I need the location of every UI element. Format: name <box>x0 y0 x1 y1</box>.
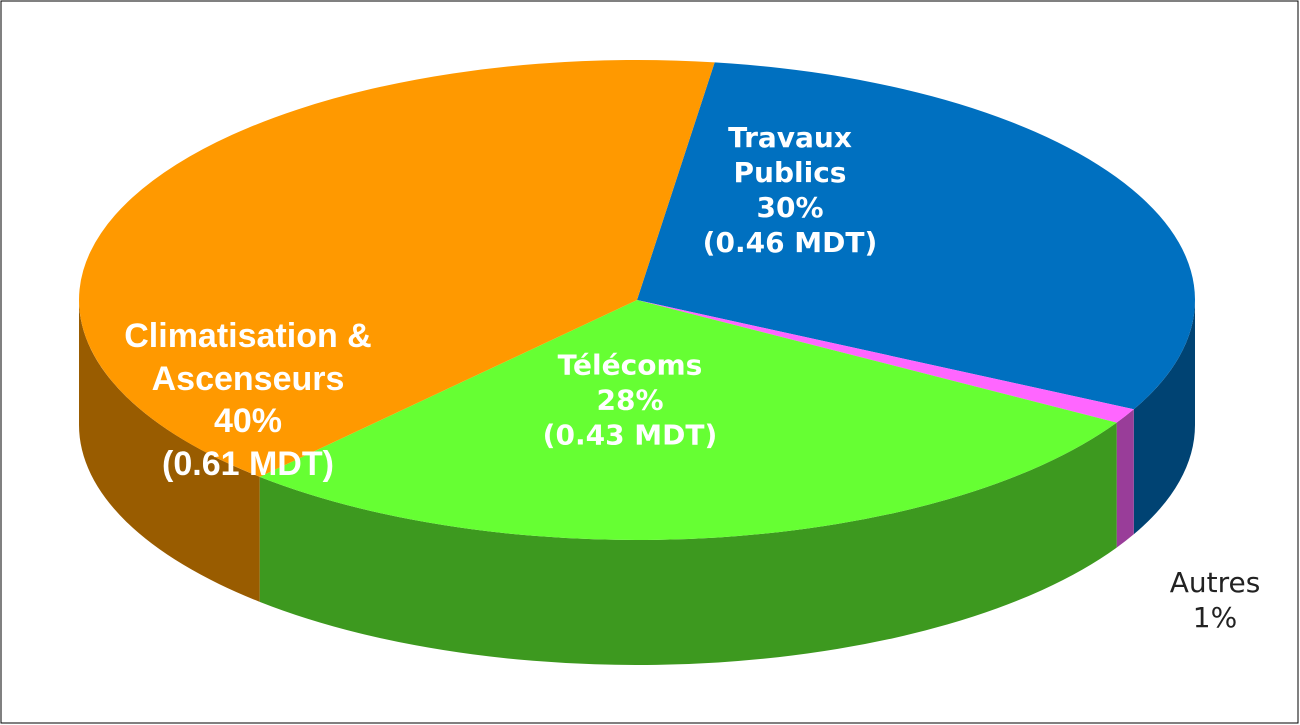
slice <box>78 59 715 477</box>
value-label: 1% <box>1192 601 1238 634</box>
category-name: Climatisation & Ascenseurs <box>124 317 372 398</box>
slice-label: Travaux Publics 30% (0.46 MDT) <box>690 120 890 260</box>
slice <box>637 62 1195 410</box>
amount-label: (0.61 MDT) <box>162 444 334 483</box>
slice-side <box>259 422 1117 665</box>
value-label: 28% <box>596 383 664 417</box>
value-label: 40% <box>213 402 283 440</box>
category-name: Travaux Publics <box>728 121 852 189</box>
slice <box>259 300 1117 540</box>
amount-label: (0.43 MDT) <box>542 418 718 452</box>
slice-side <box>1116 409 1134 548</box>
category-name: Télécoms <box>557 348 703 382</box>
category-name: Autres <box>1169 566 1261 599</box>
slice <box>637 300 1134 423</box>
slice-label: Climatisation & Ascenseurs 40% (0.61 MDT) <box>98 315 398 485</box>
slice-side <box>1133 300 1195 535</box>
slice-label: Autres 1% <box>1145 565 1285 635</box>
amount-label: (0.46 MDT) <box>702 226 878 259</box>
slice-side <box>79 300 260 602</box>
slice-label: Télécoms 28% (0.43 MDT) <box>500 348 760 453</box>
value-label: 30% <box>756 191 824 224</box>
